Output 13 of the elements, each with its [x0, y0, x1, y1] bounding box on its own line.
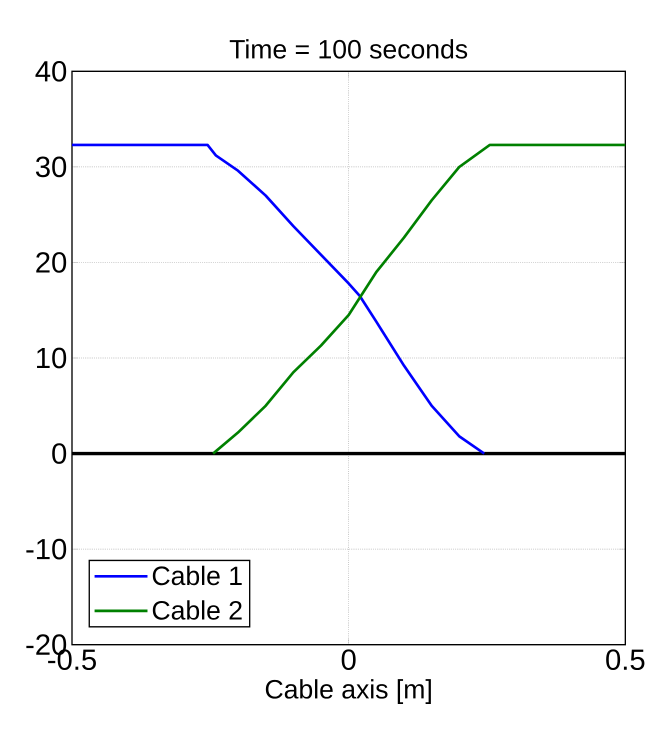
legend-label: Cable 1	[152, 566, 242, 586]
y-tick-label: -10	[26, 538, 66, 560]
y-tick-label: 0	[52, 443, 66, 464]
chart-title: Time = 100 seconds	[230, 39, 468, 59]
y-tick-label: 20	[36, 252, 66, 273]
y-tick-label: 30	[36, 156, 66, 178]
legend-label: Cable 2	[152, 600, 242, 620]
line-series	[212, 144, 626, 455]
x-tick-label: 0.5	[606, 649, 644, 670]
y-tick-label: 10	[37, 348, 66, 368]
x-axis-title: Cable axis [m]	[266, 679, 431, 704]
x-tick-label: 0	[342, 649, 356, 670]
y-tick-label: 40	[35, 60, 66, 82]
